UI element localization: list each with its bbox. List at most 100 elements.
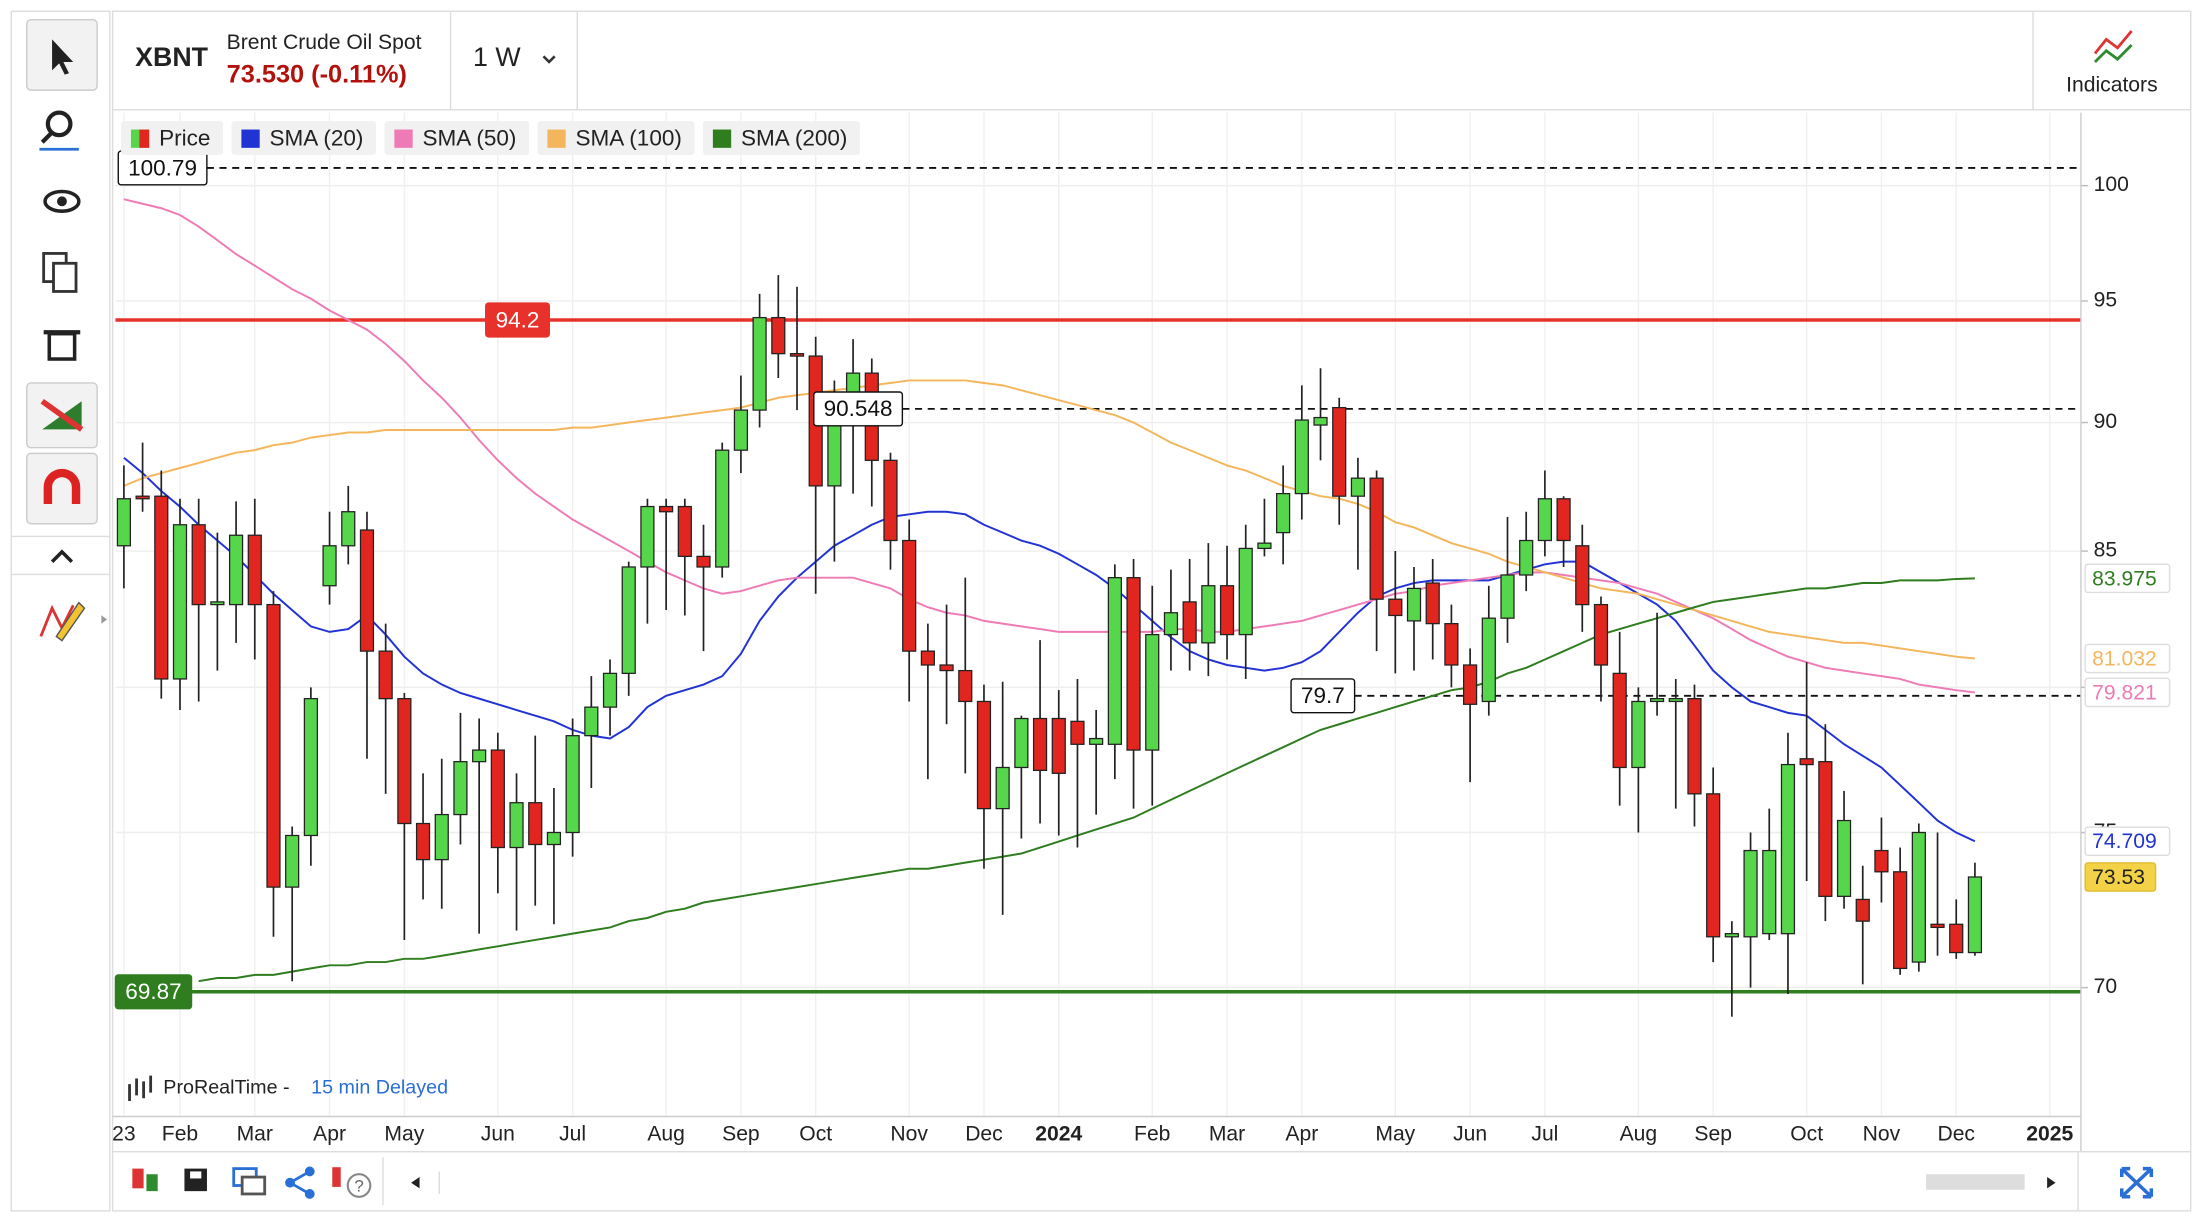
level-tag: 79.7 — [1290, 678, 1356, 714]
x-tick-label: Apr — [313, 1122, 346, 1145]
candle-body — [1519, 539, 1534, 576]
candle-body — [191, 524, 206, 606]
candle-body — [1313, 416, 1328, 426]
candle-body — [1369, 477, 1384, 600]
x-tick-label: Jun — [481, 1122, 515, 1145]
delay-note: 15 min Delayed — [311, 1077, 448, 1099]
candle-body — [1799, 758, 1814, 766]
candle-body — [976, 700, 992, 810]
candle-body — [696, 555, 711, 568]
level-tag-label: 79.7 — [1301, 683, 1345, 708]
indicators-icon — [2094, 44, 2133, 63]
x-tick-label: Jul — [1531, 1122, 1558, 1145]
candle-body — [1706, 793, 1721, 938]
left-toolbar — [10, 10, 111, 1212]
x-tick-label: Aug — [1620, 1122, 1658, 1145]
candle-body — [1238, 547, 1253, 636]
last-value-tag — [2084, 643, 2171, 674]
candle-body — [490, 749, 505, 849]
copy-tool[interactable] — [42, 252, 78, 293]
y-tick-label: 95 — [2094, 289, 2117, 312]
candle-body — [378, 650, 393, 700]
candle-body — [771, 316, 786, 355]
candle-body — [1257, 542, 1272, 550]
x-tick-label: Jul — [559, 1122, 586, 1145]
legend-label: SMA (200) — [741, 125, 847, 150]
candle-body — [1762, 849, 1777, 935]
candle-body — [415, 822, 431, 861]
candles — [116, 275, 1983, 1017]
share-button[interactable] — [285, 1166, 315, 1199]
x-tick-label: Feb — [1134, 1122, 1170, 1145]
scroll-left[interactable] — [411, 1177, 420, 1189]
candle-body — [172, 524, 188, 680]
x-tick-label: Jun — [1453, 1122, 1487, 1145]
candle-body — [958, 669, 973, 703]
level-tag: 100.79 — [117, 150, 208, 186]
candle-body — [453, 761, 468, 816]
legend-item[interactable]: SMA (100) — [537, 121, 695, 155]
scroll-thumb[interactable] — [1926, 1174, 2025, 1190]
layout-button[interactable] — [232, 1167, 267, 1196]
zoom-tool[interactable] — [39, 110, 79, 151]
x-tick-label: May — [1375, 1122, 1415, 1145]
bottom-toolbar: ? — [132, 1151, 2154, 1211]
last-price-label: 73.53 — [2092, 866, 2145, 889]
candle-body — [1668, 698, 1683, 703]
indicators-icon — [2093, 30, 2133, 55]
svg-text:?: ? — [354, 1176, 363, 1195]
interval-dropdown[interactable]: 1 W — [473, 42, 556, 72]
help-button[interactable]: ? — [332, 1167, 372, 1198]
x-tick-label: Oct — [799, 1122, 832, 1145]
legend-item[interactable]: SMA (50) — [384, 121, 530, 155]
candle-body — [228, 534, 244, 606]
sma-line — [123, 198, 1976, 694]
x-tick-label: Apr — [1285, 1122, 1318, 1145]
add-chart-button[interactable] — [132, 1168, 158, 1192]
candle-body — [341, 511, 356, 547]
candle-body — [210, 601, 225, 606]
delete-tool[interactable] — [43, 330, 81, 361]
sma-line — [123, 456, 1976, 843]
candle-body — [1500, 574, 1515, 619]
main-frame — [111, 10, 2192, 1212]
magnet-tool[interactable] — [26, 452, 98, 525]
candle-body — [733, 409, 749, 451]
legend-item[interactable]: SMA (200) — [703, 121, 861, 155]
candle-body — [1612, 672, 1627, 769]
x-tick-label: Dec — [965, 1122, 1003, 1145]
price-change: (-0.11%) — [311, 61, 407, 89]
drawing-tool[interactable] — [39, 601, 108, 642]
level-tag: 90.548 — [813, 391, 904, 427]
collapse-button[interactable] — [50, 549, 74, 564]
x-tick-label: 2025 — [2026, 1122, 2073, 1145]
candle-body — [528, 802, 543, 846]
candle-body — [1425, 582, 1440, 625]
x-tick-label: 2024 — [1035, 1122, 1082, 1145]
scroll-right[interactable] — [2047, 1177, 2056, 1189]
candle-body — [472, 749, 487, 763]
candle-body — [1276, 492, 1291, 534]
candle-body — [1743, 849, 1758, 938]
legend-label: SMA (50) — [423, 125, 517, 150]
candle-body — [322, 545, 337, 587]
level-tag-label: 94.2 — [496, 307, 540, 332]
view-tool[interactable] — [43, 189, 81, 213]
candle-body — [1556, 498, 1571, 542]
indicators-button[interactable]: Indicators — [2066, 30, 2158, 96]
candle-body — [1949, 923, 1964, 954]
save-button[interactable] — [184, 1168, 207, 1192]
last-value-label: 74.709 — [2092, 830, 2157, 853]
candle-body — [902, 539, 917, 652]
x-tick-label: Sep — [722, 1122, 760, 1145]
magnet-icon — [43, 468, 81, 505]
candle-body — [1893, 871, 1908, 970]
legend-item[interactable]: Price — [121, 121, 224, 155]
legend-item[interactable]: SMA (20) — [231, 121, 377, 155]
legend-swatch — [547, 129, 566, 148]
fullscreen-button[interactable] — [2119, 1166, 2154, 1199]
y-tick-label: 100 — [2094, 173, 2129, 196]
candle-body — [1855, 898, 1870, 922]
